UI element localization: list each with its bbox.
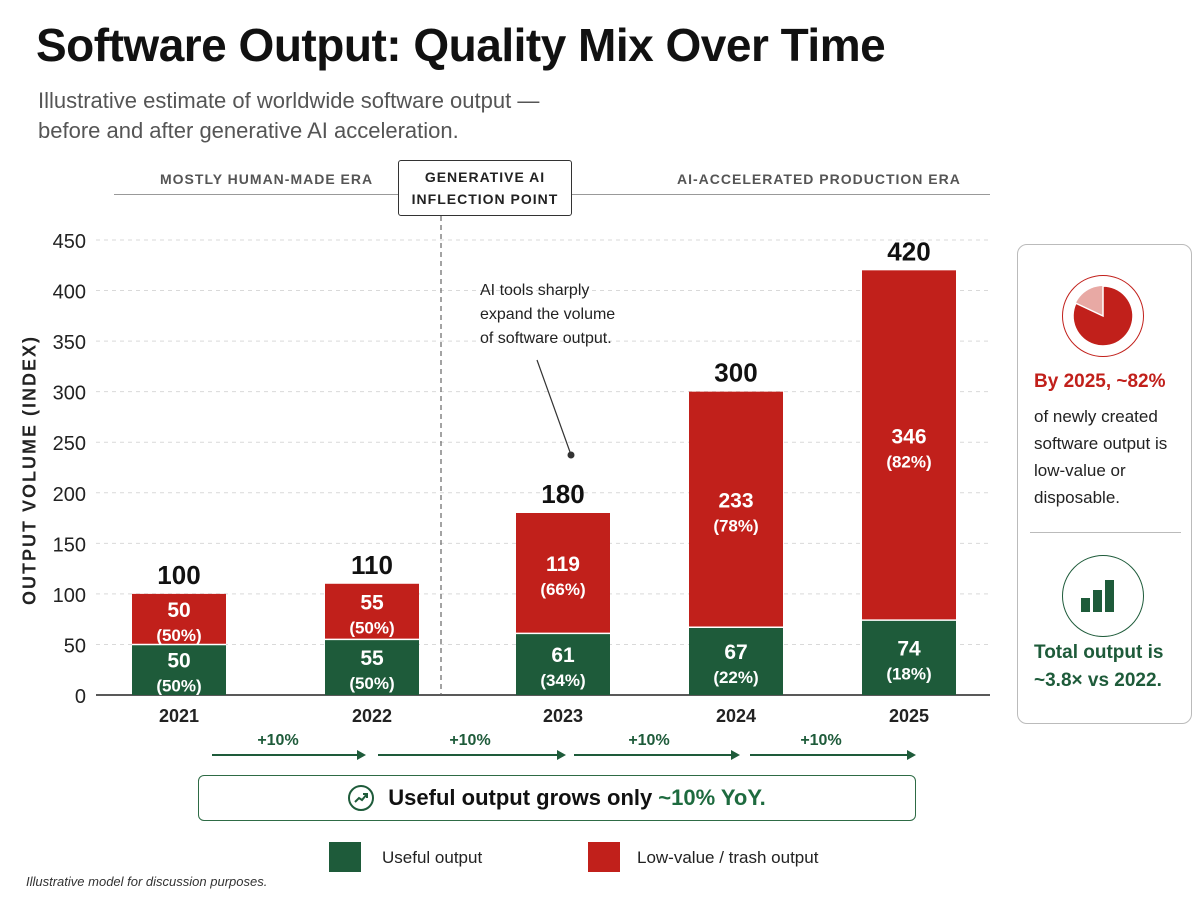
growth-arrow-head-1 — [357, 750, 366, 760]
legend-label-useful: Useful output — [382, 848, 483, 867]
y-tick-label-350: 350 — [53, 332, 86, 354]
label-useful-value-2023: 61 — [551, 644, 575, 667]
label-total-2021: 100 — [157, 560, 200, 590]
label-useful-pct-2023: (34%) — [540, 671, 585, 690]
y-tick-label-450: 450 — [53, 231, 86, 253]
y-tick-label-400: 400 — [53, 282, 86, 304]
share-desc-line-3: low-value or — [1034, 461, 1126, 480]
label-trash-value-2021: 50 — [167, 599, 190, 622]
era-divider-left — [114, 194, 398, 195]
growth-arrow-head-4 — [907, 750, 916, 760]
legend-swatch-useful — [329, 842, 361, 872]
share-desc-line-4: disposable. — [1034, 488, 1121, 507]
subtitle-line-1: Illustrative estimate of worldwide softw… — [38, 88, 540, 113]
annotation-pointer-dot — [567, 451, 575, 459]
growth-label-1: +10% — [257, 732, 299, 749]
y-tick-label-0: 0 — [75, 686, 86, 708]
label-useful-pct-2025: (18%) — [886, 665, 931, 684]
share-description: of newly created software output is low-… — [1034, 403, 1184, 511]
legend-label-trash: Low-value / trash output — [637, 848, 819, 867]
y-tick-label-300: 300 — [53, 383, 86, 405]
total-highlight: Total output is ~3.8× vs 2022. — [1034, 639, 1184, 695]
x-tick-label-2023: 2023 — [543, 706, 583, 726]
era-divider-right — [572, 194, 990, 195]
label-useful-value-2024: 67 — [724, 641, 747, 664]
label-total-2023: 180 — [541, 479, 584, 509]
y-tick-label-100: 100 — [53, 585, 86, 607]
x-tick-label-2022: 2022 — [352, 706, 392, 726]
label-useful-value-2021: 50 — [167, 650, 190, 673]
era-label-right: AI-ACCELERATED PRODUCTION ERA — [677, 171, 961, 187]
label-trash-value-2024: 233 — [718, 489, 753, 512]
growth-arrow-head-2 — [557, 750, 566, 760]
trend-up-icon — [348, 785, 375, 811]
label-trash-value-2023: 119 — [546, 553, 580, 576]
footnote: Illustrative model for discussion purpos… — [26, 874, 268, 889]
bar-trash-2022 — [325, 583, 419, 640]
bar-chart-icon — [1062, 555, 1144, 637]
inflection-line-2: INFLECTION POINT — [411, 191, 559, 207]
y-tick-label-150: 150 — [53, 534, 86, 556]
label-useful-pct-2021: (50%) — [156, 677, 201, 696]
chart-title: Software Output: Quality Mix Over Time — [36, 19, 886, 71]
label-total-2024: 300 — [714, 358, 757, 388]
y-tick-label-200: 200 — [53, 484, 86, 506]
bar-useful-2025 — [862, 620, 956, 695]
inflection-line-1: GENERATIVE AI — [424, 169, 546, 185]
share-desc-line-2: software output is — [1034, 434, 1168, 453]
mini-pie-share — [1072, 285, 1134, 347]
growth-label-3: +10% — [628, 732, 670, 749]
bar-useful-2023 — [516, 633, 610, 695]
summary-card: By 2025, ~82% of newly created software … — [1017, 244, 1192, 724]
label-total-2022: 110 — [351, 550, 393, 580]
annotation-line-3: of software output. — [480, 330, 612, 347]
banner-text: Useful output grows only — [388, 785, 653, 810]
bar-trash-2023 — [516, 513, 610, 634]
growth-label-4: +10% — [800, 732, 842, 749]
label-useful-pct-2022: (50%) — [349, 674, 394, 693]
label-useful-pct-2024: (22%) — [713, 668, 758, 687]
label-trash-value-2022: 55 — [360, 592, 384, 615]
bar-trash-2025 — [862, 270, 956, 621]
x-tick-label-2021: 2021 — [159, 706, 199, 726]
banner-highlight: ~10% YoY. — [658, 785, 766, 810]
annotation-text: AI tools sharply expand the volume of so… — [480, 279, 650, 351]
annotation-line-2: expand the volume — [480, 306, 616, 323]
share-highlight: By 2025, ~82% — [1034, 371, 1166, 392]
label-trash-pct-2022: (50%) — [349, 619, 394, 638]
bar-useful-2021 — [132, 644, 226, 695]
total-line-1: Total output is — [1034, 642, 1164, 663]
bar-trash-2024 — [689, 391, 783, 628]
annotation-pointer-line — [536, 359, 571, 453]
total-line-2: ~3.8× vs 2022. — [1034, 670, 1162, 691]
x-tick-label-2024: 2024 — [716, 706, 756, 726]
annotation-line-1: AI tools sharply — [480, 282, 590, 299]
legend-swatch-trash — [588, 842, 620, 872]
pie-chart-icon — [1062, 275, 1144, 357]
inflection-point-box: GENERATIVE AI INFLECTION POINT — [398, 160, 572, 216]
y-tick-label-250: 250 — [53, 433, 86, 455]
bar-trash-2021 — [132, 593, 226, 645]
label-trash-pct-2021: (50%) — [156, 626, 201, 645]
growth-label-2: +10% — [449, 732, 491, 749]
stacked-bar-chart: 0 50 100 150 200 250 300 350 400 450 50 (50%) 50 (50%… — [53, 216, 990, 760]
y-tick-label-50: 50 — [64, 635, 86, 657]
bar-useful-2022 — [325, 639, 419, 695]
era-label-left: MOSTLY HUMAN-MADE ERA — [160, 171, 374, 187]
label-trash-pct-2024: (78%) — [713, 516, 758, 535]
label-trash-pct-2025: (82%) — [886, 452, 931, 471]
label-useful-value-2025: 74 — [897, 638, 921, 661]
subtitle-line-2: before and after generative AI accelerat… — [38, 118, 459, 143]
label-trash-pct-2023: (66%) — [540, 580, 585, 599]
growth-banner: Useful output grows only ~10% YoY. — [198, 775, 916, 821]
card-divider — [1030, 532, 1181, 533]
label-total-2025: 420 — [887, 236, 930, 266]
chart-subtitle: Illustrative estimate of worldwide softw… — [38, 86, 598, 146]
x-tick-label-2025: 2025 — [889, 706, 929, 726]
share-desc-line-1: of newly created — [1034, 407, 1158, 426]
label-trash-value-2025: 346 — [891, 425, 926, 448]
growth-arrow-head-3 — [731, 750, 740, 760]
label-useful-value-2022: 55 — [360, 647, 384, 670]
bar-useful-2024 — [689, 627, 783, 695]
